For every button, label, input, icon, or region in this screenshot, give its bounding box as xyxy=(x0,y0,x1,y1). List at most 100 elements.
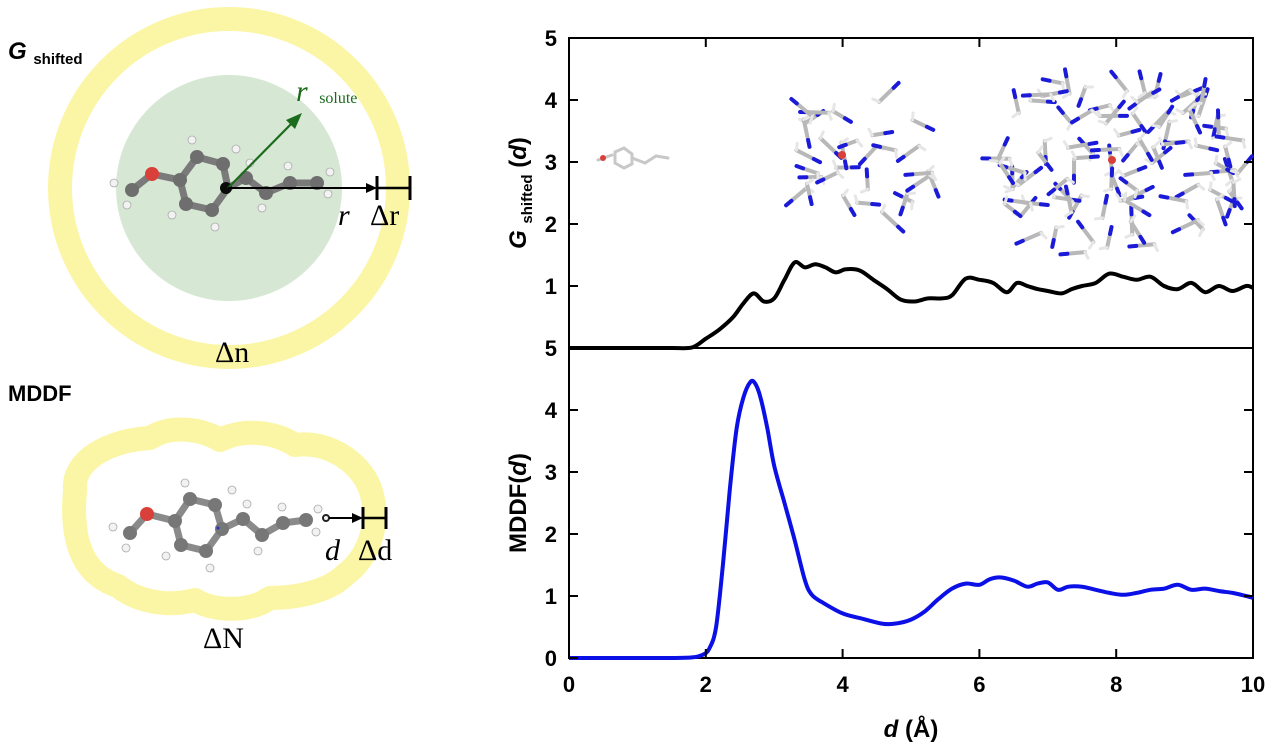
solvent-hydrogen xyxy=(1060,81,1066,92)
solvent-nitrogen xyxy=(1139,124,1148,134)
solvent-nitrogen xyxy=(1118,176,1129,185)
solvent-nitrogen xyxy=(1151,87,1162,95)
solvent-hydrogen xyxy=(1117,147,1124,157)
solvent-molecule xyxy=(1175,88,1192,100)
solvent-nitrogen xyxy=(1063,67,1069,79)
solvent-nitrogen xyxy=(1056,105,1065,115)
solvent-molecule xyxy=(1122,198,1146,214)
solvent-molecule xyxy=(1134,242,1157,248)
solvent-nitrogen xyxy=(1187,213,1197,223)
solvent-hydrogen xyxy=(827,111,833,121)
solvent-molecule xyxy=(1165,195,1189,204)
solvent-hydrogen xyxy=(1098,246,1109,251)
solvent-nitrogen xyxy=(1087,140,1099,146)
solvent-hydrogen xyxy=(1062,92,1072,99)
r-arrowhead xyxy=(366,183,377,193)
snapshot-first-shell xyxy=(784,80,941,234)
solvent-molecule xyxy=(1124,180,1139,193)
solvent-hydrogen xyxy=(894,148,899,159)
bottom-y-tick-label: 4 xyxy=(545,398,558,423)
solvent-molecule xyxy=(1221,135,1246,143)
solvent-hydrogen xyxy=(1066,121,1073,131)
solvent-hydrogen xyxy=(1184,199,1190,210)
solvent-nitrogen xyxy=(893,191,904,199)
solvent-nitrogen xyxy=(1127,102,1138,111)
solvent-nitrogen xyxy=(1115,186,1122,198)
solvent-hydrogen xyxy=(1229,169,1240,175)
solvent-hydrogen xyxy=(1004,187,1015,194)
solvent-molecule xyxy=(1009,198,1033,206)
solvent-molecule xyxy=(1064,74,1072,96)
solvent-hydrogen xyxy=(855,139,864,148)
solvent-molecule xyxy=(801,117,811,142)
solvent-nitrogen xyxy=(1108,225,1114,236)
delta-d-label: Δd xyxy=(358,534,392,567)
solvent-hydrogen xyxy=(1214,154,1219,165)
gshifted-curve xyxy=(569,260,1254,351)
solvent-molecule xyxy=(794,148,816,162)
x-tick-label: 6 xyxy=(973,672,985,697)
solvent-molecule xyxy=(1028,98,1050,104)
solvent-nitrogen xyxy=(1138,234,1147,245)
solvent-molecule xyxy=(1128,219,1143,239)
solvent-molecule xyxy=(1065,191,1074,215)
solvent-hydrogen xyxy=(880,203,887,214)
delta-N-label: ΔN xyxy=(203,622,244,655)
mddf-curve xyxy=(569,378,1254,661)
solvent-molecule xyxy=(1080,225,1096,245)
solvent-molecule xyxy=(843,138,860,147)
solvent-molecule xyxy=(1196,93,1208,118)
solvent-molecule xyxy=(1113,75,1129,93)
solvent-hydrogen xyxy=(926,164,935,173)
delta-r-label: Δr xyxy=(370,199,399,232)
solvent-hydrogen xyxy=(1131,106,1139,116)
solvent-hydrogen xyxy=(1011,111,1021,119)
solvent-hydrogen xyxy=(1133,188,1139,199)
top-y-axis-label: G shifted (d) xyxy=(505,137,538,249)
solute-oxygen xyxy=(838,151,846,159)
solvent-molecule xyxy=(831,109,847,121)
solvent-hydrogen xyxy=(1124,232,1134,239)
solvent-molecule xyxy=(1135,90,1156,104)
solvent-molecule xyxy=(1208,187,1228,200)
solvent-hydrogen xyxy=(1152,242,1159,253)
top-y-tick-label: 5 xyxy=(545,26,557,51)
solvent-nitrogen xyxy=(837,142,848,150)
solvent-hydrogen xyxy=(1079,194,1090,199)
solvent-molecule xyxy=(1199,84,1207,106)
solvent-hydrogen xyxy=(831,102,836,113)
solvent-molecule xyxy=(1042,139,1048,160)
bottom-y-tick-label: 3 xyxy=(545,460,557,485)
gshifted-title-sub: shifted xyxy=(33,51,82,68)
solvent-molecule xyxy=(1190,170,1214,177)
solvent-molecule xyxy=(1013,95,1021,115)
solvent-hydrogen xyxy=(1083,250,1090,260)
solvent-nitrogen xyxy=(1235,200,1244,211)
solvent-nitrogen xyxy=(1202,77,1208,89)
solvent-nitrogen xyxy=(806,137,812,149)
delta-n-label: Δn xyxy=(215,336,249,369)
atoms-top xyxy=(109,135,335,232)
solvent-nitrogen xyxy=(1195,124,1203,135)
solvent-hydrogen xyxy=(1188,88,1197,97)
solvent-nitrogen xyxy=(933,188,941,199)
solvent-molecule xyxy=(1027,92,1053,98)
bottom-y-axis-label: MDDF(d) xyxy=(505,453,532,553)
solvent-molecule xyxy=(1116,129,1135,138)
solvent-hydrogen xyxy=(1062,140,1070,150)
solvent-nitrogen xyxy=(1121,153,1130,163)
solvent-hydrogen xyxy=(1175,108,1185,115)
solvent-nitrogen xyxy=(1033,165,1044,175)
solvent-nitrogen xyxy=(842,116,853,124)
solvent-molecule xyxy=(1065,141,1092,150)
solvent-hydrogen xyxy=(832,159,838,170)
solvent-nitrogen xyxy=(1109,69,1118,80)
bottom-x-ticks: 0 2 4 6 8 10 xyxy=(563,38,1265,697)
solvent-molecule xyxy=(818,136,839,156)
solvent-hydrogen xyxy=(1097,119,1108,125)
solvent-nitrogen xyxy=(1088,154,1100,159)
solvent-molecule xyxy=(1060,110,1074,126)
solvent-nitrogen xyxy=(1002,136,1010,147)
solvent-hydrogen xyxy=(794,141,799,152)
solvent-hydrogen xyxy=(917,144,927,152)
